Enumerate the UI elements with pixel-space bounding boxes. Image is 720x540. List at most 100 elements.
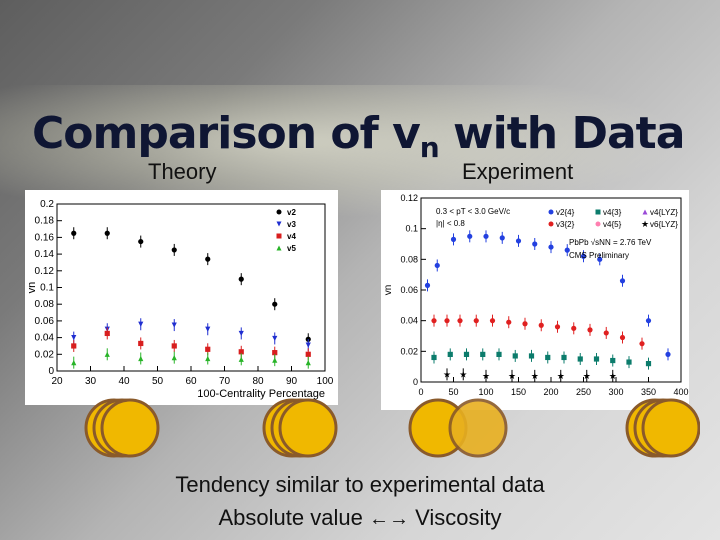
data-point [444, 318, 450, 324]
y-tick-label: 0.12 [35, 266, 55, 277]
data-point [305, 342, 311, 348]
data-point [626, 359, 632, 365]
data-point [512, 353, 518, 359]
data-point [434, 262, 440, 269]
x-tick-label: 100 [478, 387, 493, 397]
data-point [593, 356, 600, 362]
data-point [305, 351, 311, 357]
data-point [473, 318, 479, 324]
legend-label: v4 [287, 232, 296, 241]
data-point [205, 355, 211, 362]
data-point [205, 256, 211, 262]
data-point [580, 253, 587, 259]
summary-viscosity: Viscosity [415, 505, 502, 530]
data-point [645, 318, 652, 324]
data-point [272, 301, 278, 307]
y-tick-label: 0.18 [35, 216, 55, 227]
y-tick-label: 0.04 [400, 316, 418, 326]
annotation: 0.3 < pT < 3.0 GeV/c [436, 207, 510, 216]
legend-marker [595, 221, 601, 227]
legend-label: v6{LYZ} [650, 220, 678, 229]
annotation: |η| < 0.8 [436, 219, 465, 228]
legend-marker [276, 245, 282, 251]
data-point [483, 233, 489, 239]
data-point [587, 327, 593, 333]
y-tick-label: 0.16 [35, 232, 55, 243]
data-point [238, 356, 244, 362]
data-point: ★ [609, 371, 617, 381]
data-point [171, 355, 177, 361]
data-point: ★ [531, 371, 539, 381]
legend-marker [276, 233, 282, 239]
data-point [545, 354, 551, 361]
legend-label: v5 [287, 244, 296, 253]
data-point [496, 351, 502, 357]
data-point [431, 318, 437, 324]
data-point [238, 349, 244, 355]
legend-marker [595, 209, 601, 215]
data-point: ★ [443, 369, 451, 379]
data-point [104, 330, 110, 337]
y-axis-label: vn [26, 282, 38, 294]
data-point [431, 354, 437, 361]
data-point [515, 238, 522, 244]
data-point [532, 241, 538, 247]
x-axis-label: 100-Centrality Percentage [197, 388, 325, 400]
data-point [538, 322, 544, 328]
y-tick-label: 0 [413, 377, 418, 387]
data-point [561, 354, 567, 361]
data-point [272, 335, 278, 342]
data-point [138, 355, 144, 362]
data-point [528, 353, 535, 359]
y-tick-label: 0 [48, 366, 54, 377]
data-point [450, 236, 457, 242]
annotation: PbPb √sNN = 2.76 TeV [569, 238, 652, 247]
summary-absolute-value: Absolute value [218, 505, 363, 530]
circle-group-3 [408, 398, 508, 458]
data-point [305, 360, 311, 366]
data-point [238, 276, 244, 282]
experiment-chart: 0 50 100 150 200 250 300 350 400 0 0.02 0.04 0.06 0.0… [383, 193, 689, 410]
experiment-label: Experiment [462, 159, 574, 184]
arrow-left-icon: ← [368, 508, 389, 530]
data-point [499, 235, 505, 241]
summary-line-2: Absolute value ←→ Viscosity [0, 505, 720, 531]
y-tick-label: 0.02 [400, 346, 418, 356]
data-point [645, 361, 652, 367]
data-point [554, 324, 561, 330]
y-tick-label: 0.2 [40, 199, 54, 210]
legend: v2 v3 v4 v5 [276, 208, 296, 253]
y-tick-label: 0.08 [400, 254, 418, 264]
series-v6{LYZ}: ★ ★ ★ ★ ★ ★ ★ ★ [443, 368, 617, 382]
experiment-chart-panel: 0 50 100 150 200 250 300 350 400 0 0.02 0.04 0.06 0.0… [381, 190, 689, 410]
legend-marker [548, 221, 554, 227]
x-tick-label: 50 [448, 387, 458, 397]
x-tick-label: 350 [641, 387, 656, 397]
data-point [548, 244, 554, 250]
x-tick-label: 90 [286, 376, 298, 387]
arrow-right-icon: → [388, 508, 409, 530]
data-point [71, 343, 77, 349]
data-point [619, 334, 626, 341]
y-tick-label: 0.1 [405, 224, 418, 234]
legend-label: v3 [287, 220, 296, 229]
legend-label: v4{LYZ} [650, 208, 678, 217]
x-tick-label: 400 [673, 387, 688, 397]
data-point [603, 330, 609, 336]
y-tick-label: 0.04 [35, 333, 55, 344]
data-point: ★ [583, 371, 591, 381]
data-point [665, 351, 671, 357]
legend-marker [642, 209, 648, 215]
data-point [619, 278, 626, 284]
data-point [71, 335, 77, 341]
x-tick-label: 250 [576, 387, 591, 397]
x-tick-label: 0 [418, 387, 423, 397]
summary-line-1: Tendency similar to experimental data [175, 472, 545, 497]
y-axis-label: vn [383, 285, 394, 296]
data-point [171, 322, 177, 328]
legend-label: v4{5} [603, 220, 622, 229]
y-tick-label: 0.06 [35, 316, 55, 327]
annotation: CMS Preliminary [569, 251, 629, 260]
slide-title: Comparison of vn with Data [32, 108, 685, 164]
data-point [71, 360, 77, 366]
